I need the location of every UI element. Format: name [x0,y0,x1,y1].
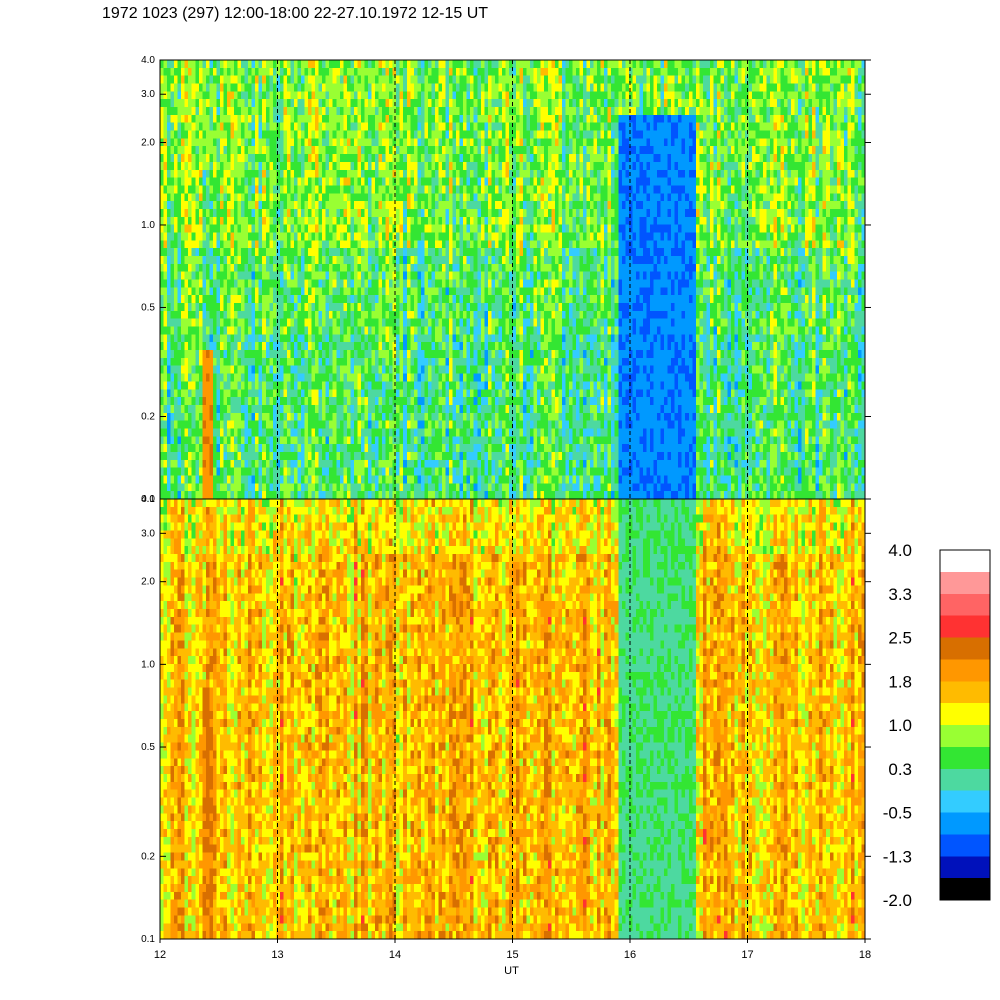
colorbar-segment [940,550,990,573]
y-tick-label: 0.1 [141,494,155,505]
colorbar-segment [940,812,990,835]
colorbar-segment [940,725,990,748]
y-tick-label: 4.0 [141,55,155,66]
chart-title: 1972 1023 (297) 12:00-18:00 22-27.10.197… [102,5,488,23]
y-tick-label: 0.1 [141,934,155,945]
y-tick-label: 0.5 [141,302,155,313]
y-tick-label: 3.0 [141,528,155,539]
colorbar-label: -0.5 [883,804,912,823]
colorbar-segment [940,856,990,879]
y-tick-label: 2.0 [141,137,155,148]
colorbar-label: -1.3 [883,847,912,866]
x-tick-label: 17 [741,949,753,961]
x-tick-label: 15 [506,949,518,961]
y-tick-label: 3.0 [141,89,155,100]
colorbar-label: 0.3 [888,760,912,779]
colorbar-label: 1.0 [888,716,912,735]
x-tick-label: 12 [154,949,166,961]
colorbar-segment [940,878,990,901]
colorbar-segment [940,571,990,595]
colorbar-segment [940,593,990,617]
y-tick-label: 0.5 [141,742,155,753]
x-tick-label: 18 [859,949,871,961]
colorbar-segment [940,659,990,682]
y-tick-label: 4.0 [141,494,155,505]
colorbar-segment [940,834,990,857]
colorbar-segment [940,681,990,704]
colorbar-label: -2.0 [883,891,912,910]
y-tick-label: 0.2 [141,851,155,862]
colorbar-segment [940,637,990,660]
x-axis-label: UT [504,965,519,977]
y-tick-label: 0.2 [141,412,155,423]
x-tick-label: 13 [271,949,283,961]
spectrogram-panel-upper [160,60,866,500]
colorbar-segment [940,703,990,726]
colorbar-segment [940,615,990,638]
colorbar-label: 3.3 [888,585,912,604]
y-tick-label: 1.0 [141,220,155,231]
colorbar-segment [940,768,990,792]
colorbar-segment [940,746,990,770]
colorbar-label: 2.5 [888,629,912,648]
spectrogram-panel-lower [160,499,866,940]
colorbar-segment [940,790,990,813]
colorbar: 4.0 3.3 2.5 1.8 1.0 0.3 -0.5 -1.3 -2.0 [883,541,991,910]
colorbar-label: 1.8 [888,672,912,691]
y-tick-label: 2.0 [141,577,155,588]
x-tick-label: 14 [389,949,401,961]
x-tick-label: 16 [624,949,636,961]
colorbar-label: 4.0 [888,541,912,560]
y-tick-label: 1.0 [141,659,155,670]
